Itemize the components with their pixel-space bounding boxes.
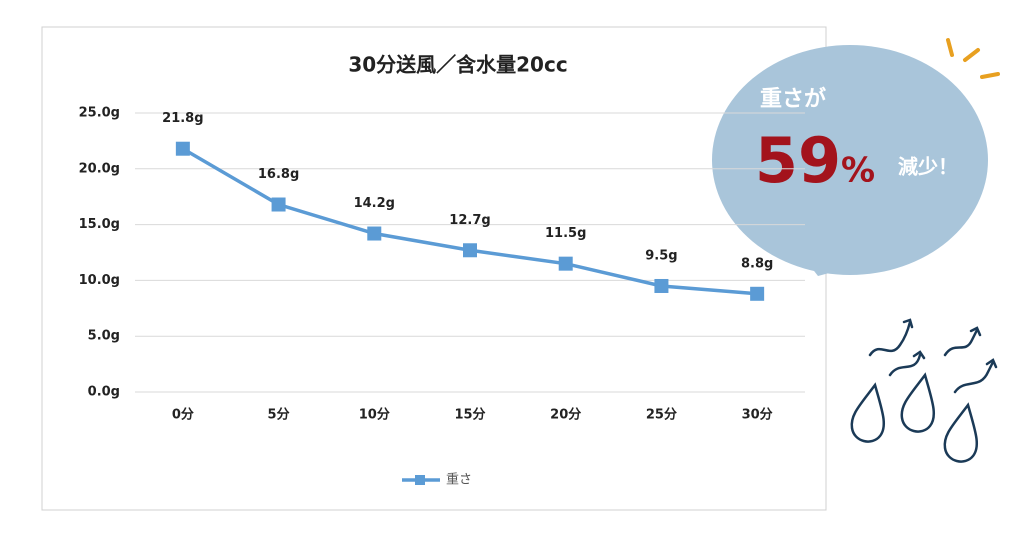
x-tick-label: 0分 bbox=[172, 407, 194, 423]
data-label: 12.7g bbox=[449, 213, 490, 228]
data-label: 11.5g bbox=[545, 226, 586, 241]
data-label: 16.8g bbox=[258, 167, 299, 182]
y-tick-label: 10.0g bbox=[79, 273, 120, 288]
data-point bbox=[654, 278, 669, 293]
y-tick-label: 25.0g bbox=[79, 106, 120, 121]
data-label: 14.2g bbox=[354, 196, 395, 211]
data-point bbox=[175, 141, 190, 156]
legend-marker bbox=[415, 475, 425, 485]
sparkle bbox=[946, 38, 1000, 79]
y-tick-label: 15.0g bbox=[79, 217, 120, 232]
callout-unit: % bbox=[841, 151, 875, 191]
data-point bbox=[750, 286, 765, 301]
x-tick-label: 25分 bbox=[646, 407, 677, 423]
data-point bbox=[463, 243, 477, 258]
x-tick-label: 20分 bbox=[550, 407, 581, 423]
data-point bbox=[367, 226, 382, 241]
callout-suffix: 減少！ bbox=[898, 155, 958, 179]
callout-line1: 重さが bbox=[760, 86, 826, 112]
chart-frame bbox=[41, 26, 827, 511]
legend-label: 重さ bbox=[446, 472, 472, 488]
x-tick-label: 5分 bbox=[268, 407, 290, 423]
y-tick-label: 5.0g bbox=[88, 329, 120, 344]
x-tick-label: 30分 bbox=[742, 407, 773, 423]
data-point bbox=[558, 256, 573, 271]
data-label: 9.5g bbox=[645, 248, 677, 263]
data-label: 21.8g bbox=[162, 111, 203, 126]
callout-number: 59 bbox=[755, 124, 841, 197]
x-tick-label: 10分 bbox=[359, 407, 390, 423]
y-tick-label: 0.0g bbox=[88, 385, 120, 400]
data-point bbox=[271, 197, 286, 212]
data-label: 8.8g bbox=[741, 256, 773, 271]
x-tick-label: 15分 bbox=[454, 407, 485, 423]
y-tick-label: 20.0g bbox=[79, 161, 120, 176]
callout-bubble bbox=[712, 45, 988, 275]
chart-title: 30分送風／含水量20cc bbox=[348, 53, 567, 77]
water-icon bbox=[850, 318, 998, 463]
callout: 重さが 59 % 減少！ bbox=[712, 45, 988, 276]
